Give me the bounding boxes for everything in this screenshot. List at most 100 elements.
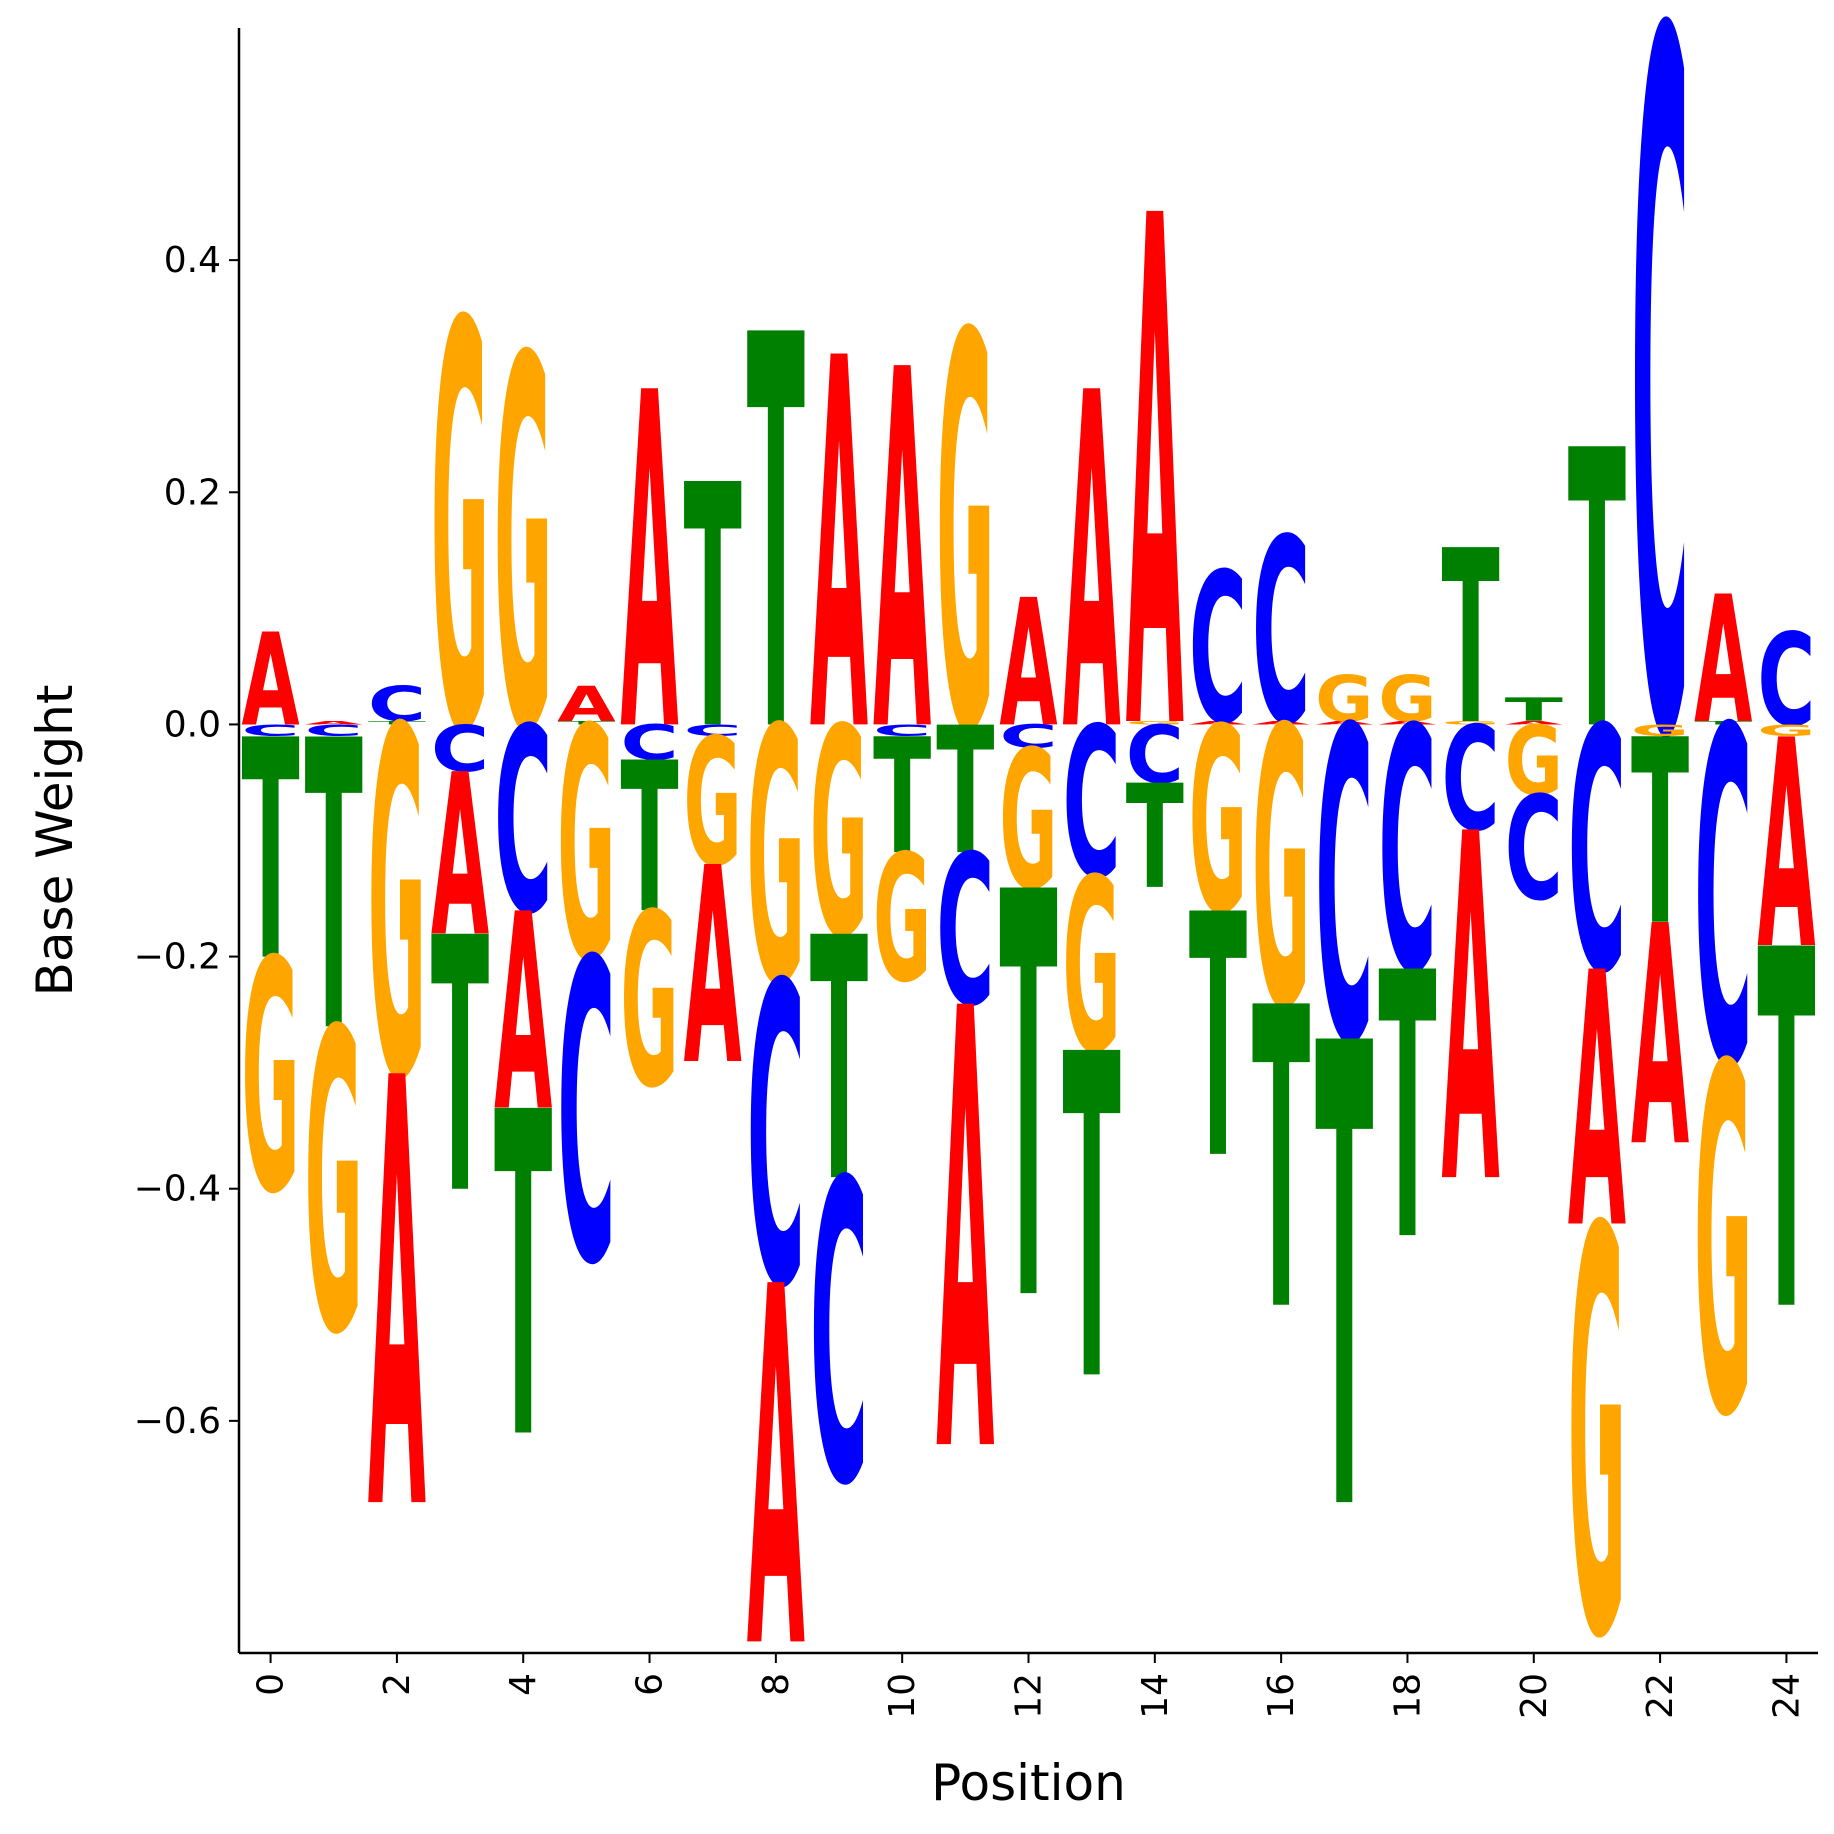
logo-letter-A: A <box>557 677 615 732</box>
logo-letter-A: A <box>1378 720 1436 726</box>
logo-letter-T: T <box>305 657 364 1120</box>
logo-letter-C: C <box>1252 486 1310 782</box>
logo-letter-A: A <box>1631 862 1689 1213</box>
logo-letter-G: G <box>684 702 742 905</box>
logo-letter-A: A <box>242 606 300 755</box>
logo-letter-A: A <box>1315 720 1373 726</box>
x-tick-label: 12 <box>1009 1673 1050 1719</box>
logo-letter-G: G <box>368 631 426 1186</box>
logo-letter-G: G <box>1126 720 1184 726</box>
logo-letter-C: C <box>684 722 742 740</box>
logo-letter-C: C <box>1315 639 1373 1140</box>
y-tick-label: −0.4 <box>134 1169 221 1210</box>
logo-letter-A: A <box>1252 720 1310 726</box>
logo-letter-A: A <box>368 956 427 1641</box>
logo-letter-G: G <box>494 252 552 845</box>
x-tick-label: 0 <box>251 1673 292 1696</box>
y-axis-title: Base Weight <box>26 685 84 997</box>
logo-letter-T: T <box>1252 922 1311 1403</box>
logo-letter-G: G <box>1189 676 1247 972</box>
logo-letter-C: C <box>1063 684 1121 924</box>
logo-letter-T: T <box>1378 896 1437 1322</box>
logo-letter-G: G <box>557 663 615 1033</box>
logo-letter-C: C <box>1631 0 1689 950</box>
logo-letter-C: C <box>431 712 489 786</box>
logo-letter-C: C <box>1757 607 1815 755</box>
x-tick-label: 22 <box>1640 1673 1681 1719</box>
logo-letter-C: C <box>936 812 994 1052</box>
logo-letter-T: T <box>1694 720 1752 726</box>
y-tick-label: −0.2 <box>134 937 221 978</box>
logo-letter-C: C <box>1568 660 1626 1048</box>
logo-letter-C: C <box>242 722 300 740</box>
y-tick-label: 0.0 <box>164 704 221 745</box>
logo-letter-T: T <box>557 720 615 726</box>
y-tick-label: −0.6 <box>134 1401 221 1442</box>
logo-letter-A: A <box>1505 720 1563 726</box>
logo-letter-C: C <box>620 715 678 770</box>
logo-letter-G: G <box>1631 721 1689 740</box>
x-axis-title: Position <box>931 1754 1126 1812</box>
y-ticks: −0.6 −0.4 −0.2 0.0 0.2 0.4 <box>134 240 239 1442</box>
logo-letter-T: T <box>1631 686 1689 982</box>
logo-letter-T: T <box>999 776 1058 1425</box>
x-tick-label: 4 <box>503 1673 544 1696</box>
logo-letter-C: C <box>1694 635 1752 1172</box>
logo-letter-G: G <box>747 655 805 1063</box>
logo-letter-A: A <box>1757 681 1815 1013</box>
logo-letter-G: G <box>810 668 868 1002</box>
logo-letter-A: A <box>431 728 489 987</box>
logo-letter-G: G <box>1694 967 1752 1522</box>
logo-letter-C: C <box>747 900 805 1381</box>
logo-letter-T: T <box>1757 849 1816 1422</box>
logo-letter-T: T <box>620 719 678 960</box>
logo-letter-A: A <box>305 720 363 726</box>
logo-letter-A: A <box>1694 558 1752 762</box>
logo-letter-G: G <box>1315 662 1373 736</box>
logo-letter-A: A <box>873 269 932 842</box>
x-ticks: 0 2 4 6 8 10 12 14 16 18 20 22 24 <box>251 1653 1807 1719</box>
y-tick-label: 0.2 <box>164 472 221 513</box>
logo-letter-G: G <box>1063 830 1121 1107</box>
logo-letter-A: A <box>936 883 995 1588</box>
x-tick-label: 14 <box>1135 1673 1176 1719</box>
x-tick-label: 16 <box>1261 1673 1302 1719</box>
logo-layer: ACTGACTGTCGAGCATGCATTAGCACTGTCGATGCAAGTC… <box>242 0 1816 1762</box>
logo-letter-A: A <box>494 857 552 1172</box>
logo-letter-A: A <box>999 562 1057 766</box>
x-tick-label: 20 <box>1514 1673 1555 1719</box>
logo-letter-G: G <box>1505 705 1563 816</box>
logo-letter-T: T <box>684 416 742 804</box>
x-tick-label: 18 <box>1387 1673 1428 1719</box>
logo-letter-C: C <box>999 719 1057 756</box>
logo-letter-G: G <box>242 895 300 1265</box>
logo-letter-T: T <box>1189 846 1247 1234</box>
logo-letter-G: G <box>1568 1114 1626 1762</box>
logo-letter-G: G <box>1757 721 1815 740</box>
logo-letter-G: G <box>1442 720 1500 726</box>
logo-letter-A: A <box>1568 899 1626 1307</box>
logo-letter-A: A <box>747 1186 806 1759</box>
logo-letter-A: A <box>810 252 869 845</box>
logo-letter-G: G <box>431 208 489 856</box>
logo-letter-C: C <box>810 1097 868 1578</box>
logo-letter-G: G <box>1378 662 1436 736</box>
x-tick-label: 2 <box>377 1673 418 1696</box>
logo-letter-T: T <box>1315 913 1374 1653</box>
axes: −0.6−0.4−0.20.00.20.4 0 2 4 6 8 10 12 14 16 18 20 2… <box>134 28 1818 1719</box>
logo-letter-G: G <box>873 819 931 1022</box>
logo-letter-A: A <box>620 296 679 833</box>
logo-letter-C: C <box>1442 698 1500 864</box>
x-tick-label: 10 <box>882 1673 923 1719</box>
logo-letter-T: T <box>1442 501 1500 778</box>
logo-letter-T: T <box>242 678 300 1029</box>
logo-letter-T: T <box>747 224 806 853</box>
logo-letter-C: C <box>368 677 426 732</box>
logo-letter-T: T <box>936 691 994 894</box>
y-tick-label: 0.4 <box>164 240 221 281</box>
logo-letter-C: C <box>494 675 552 971</box>
logo-letter-A: A <box>1063 296 1122 833</box>
logo-letter-C: C <box>1378 660 1436 1048</box>
logo-letter-T: T <box>494 1019 553 1538</box>
